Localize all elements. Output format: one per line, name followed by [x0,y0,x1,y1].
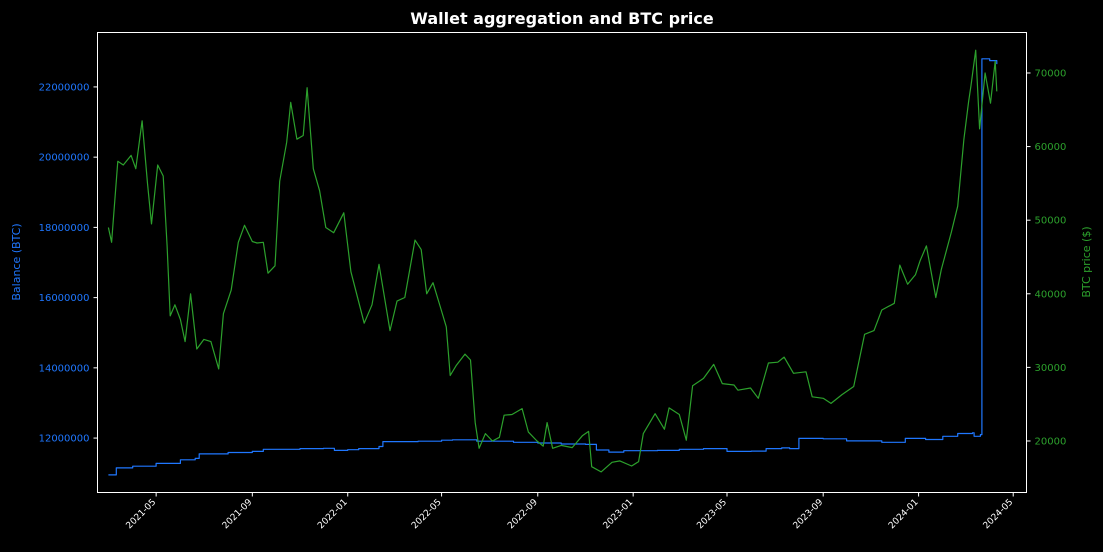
right-tick-label: 70000 [1035,68,1067,79]
left-tick-label: 16000000 [39,293,90,304]
right-axis-label: BTC price ($) [1080,226,1093,297]
right-tick-label: 40000 [1035,289,1067,300]
right-tick-label: 30000 [1035,363,1067,374]
chart-title: Wallet aggregation and BTC price [410,9,714,28]
left-axis-label: Balance (BTC) [10,223,23,300]
left-tick-label: 22000000 [39,82,90,93]
right-tick-label: 60000 [1035,142,1067,153]
left-axis: 12000000 14000000 16000000 18000000 20000000… [39,82,98,445]
price-series-line [107,49,998,473]
left-tick-label: 12000000 [39,434,90,445]
left-tick-label: 14000000 [39,363,90,374]
plot-frame [97,32,1027,493]
right-tick-label: 20000 [1035,436,1067,447]
balance-series-line [108,58,998,476]
right-axis: 20000 30000 40000 50000 60000 70000 [1026,68,1067,447]
left-tick-label: 20000000 [39,153,90,164]
left-tick-label: 18000000 [39,223,90,234]
right-tick-label: 50000 [1035,216,1067,227]
